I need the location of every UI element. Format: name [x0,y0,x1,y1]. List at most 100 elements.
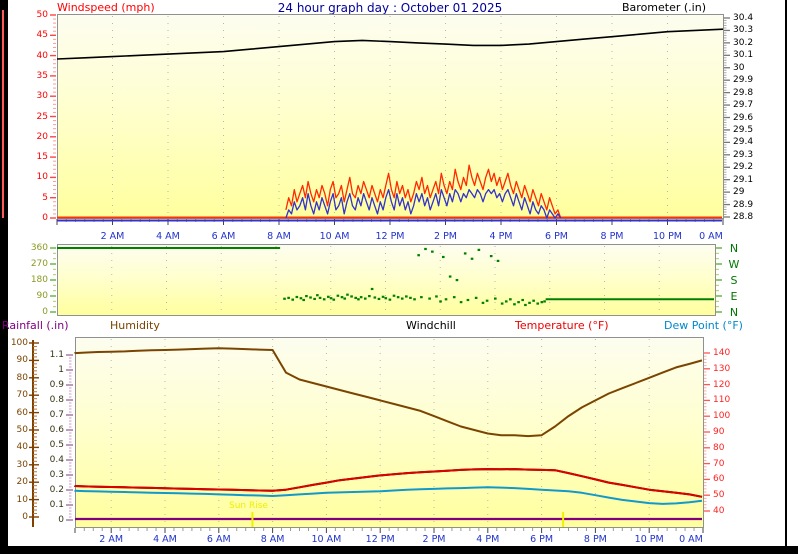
barometer-tick-label: 29.5 [733,124,754,135]
x-axis-label-bottom: 8 PM [583,534,607,545]
temperature-tick-label: 90 [713,427,725,437]
barometer-tick-label: 29 [733,187,745,198]
humidity-tick-label: 60 [16,407,28,418]
barometer-tick-label: 30.4 [733,13,754,23]
windchill-label: Windchill [406,319,456,332]
windspeed-axis-label: Windspeed (mph) [57,1,155,14]
barometer-tick-label: 30 [733,62,745,73]
temperature-tick-label: 120 [713,379,731,390]
rainfall-tick-label: 0.9 [49,380,64,390]
rainfall-label: Rainfall (.in) [2,319,69,332]
barometer-tick-label: 29.6 [733,112,754,123]
x-axis-label-top: 4 PM [489,231,513,242]
humidity-label: Humidity [110,319,160,332]
barometer-tick-label: 29.1 [733,174,754,185]
temperature-label: Temperature (°F) [515,319,609,332]
temperature-tick-label: 130 [713,363,731,374]
direction-tick-label: 270 [30,259,48,269]
windspeed-tick-label: 35 [36,70,48,81]
left-border [0,0,8,554]
humidity-tick-label: 50 [16,425,28,435]
humidity-tick-label: 100 [10,338,28,348]
temperature-tick-label: 80 [713,442,725,453]
barometer-axis-label: Barometer (.in) [622,1,706,14]
temperature-tick-label: 110 [713,395,731,406]
windspeed-tick-label: 50 [36,10,48,20]
rainfall-tick-label: 0.7 [49,410,64,420]
temperature-tick-label: 40 [713,506,725,516]
barometer-tick-label: 29.8 [733,87,754,98]
humidity-tick-label: 80 [16,372,28,383]
temperature-tick-label: 70 [713,458,725,469]
windspeed-tick-label: 45 [36,30,48,41]
windspeed-tick-label: 40 [36,50,48,61]
barometer-tick-label: 29.7 [733,100,754,111]
x-axis-label-top: 4 AM [156,231,180,242]
x-axis-label-top: 2 AM [100,231,125,242]
windspeed-tick-label: 15 [36,152,48,163]
compass-letter-w1: W [728,258,740,271]
rainfall-tick-label: 0.8 [49,395,64,405]
x-axis-label-top: 8 PM [600,231,624,242]
x-axis-label-bottom: 2 PM [422,534,446,545]
humidity-tick-label: 30 [16,459,28,470]
compass-letter-n4: N [729,306,739,319]
barometer-tick-label: 28.9 [733,199,754,210]
x-axis-label-top: 10 PM [652,231,683,242]
barometer-tick-label: 28.8 [733,212,754,222]
page-title: 24 hour graph day : October 01 2025 [277,1,503,15]
humidity-tick-label: 0 [22,512,28,522]
x-axis-label-top: 6 AM [211,231,236,242]
rainfall-tick-label: 0.6 [49,425,64,435]
temperature-tick-label: 60 [713,474,725,485]
temperature-tick-label: 50 [713,490,725,501]
direction-tick-label: 90 [36,291,48,301]
compass-letter-n0: N [729,242,739,255]
x-axis-label-bottom: 10 AM [311,534,342,545]
x-axis-label-top: 10 AM [319,231,350,242]
windspeed-tick-label: 5 [42,192,48,203]
direction-tick-label: 180 [30,275,48,285]
x-axis-label-bottom: 10 PM [634,534,664,545]
x-axis-label-top: 12 PM [375,231,405,242]
humidity-tick-label: 10 [16,494,28,505]
temperature-tick-label: 100 [713,411,731,422]
x-axis-label-top: 0 AM [699,231,723,242]
rainfall-tick-label: 0.4 [49,455,64,465]
x-axis-label-top: 2 PM [434,231,457,242]
barometer-tick-label: 29.2 [733,162,754,173]
temperature-tick-label: 140 [713,348,731,358]
x-axis-label-bottom: 6 AM [206,534,231,545]
rainfall-tick-label: 0.3 [49,470,64,480]
wind-direction-plot [57,244,716,316]
x-axis-label-bottom: 4 AM [153,534,177,545]
x-axis-label-top: 6 PM [545,231,568,242]
x-axis-label-bottom: 12 PM [365,534,395,545]
x-axis-label-bottom: 6 PM [530,534,554,545]
direction-tick-label: 360 [30,243,48,253]
rainfall-tick-label: 1 [58,365,64,375]
x-axis-label-bottom: 2 AM [99,534,124,545]
barometer-tick-label: 30.1 [733,50,754,61]
sun-rise-annotation: Sun Rise [229,501,268,511]
barometer-tick-label: 29.4 [733,137,754,148]
barometer-tick-label: 30.2 [733,37,754,48]
rainfall-tick-label: 0.2 [49,485,64,495]
windspeed-axis-line [2,10,4,218]
windspeed-tick-label: 10 [36,172,48,183]
windspeed-barometer-plot [57,14,724,219]
compass-letter-s2: S [730,274,738,287]
bottom-border [0,546,798,554]
windspeed-tick-label: 20 [36,131,48,142]
direction-tick-label: 0 [42,307,48,317]
x-axis-label-bottom: 4 PM [476,534,500,545]
rainfall-tick-label: 0 [58,515,64,525]
x-axis-label-top: 8 AM [267,231,291,242]
windspeed-tick-label: 0 [42,213,48,223]
x-axis-label-bottom: 0 AM [679,534,703,545]
barometer-tick-label: 30.3 [733,25,754,36]
rainfall-tick-label: 1.1 [49,350,64,360]
barometer-tick-label: 29.9 [733,75,754,86]
dewpoint-label: Dew Point (°F) [664,319,743,332]
